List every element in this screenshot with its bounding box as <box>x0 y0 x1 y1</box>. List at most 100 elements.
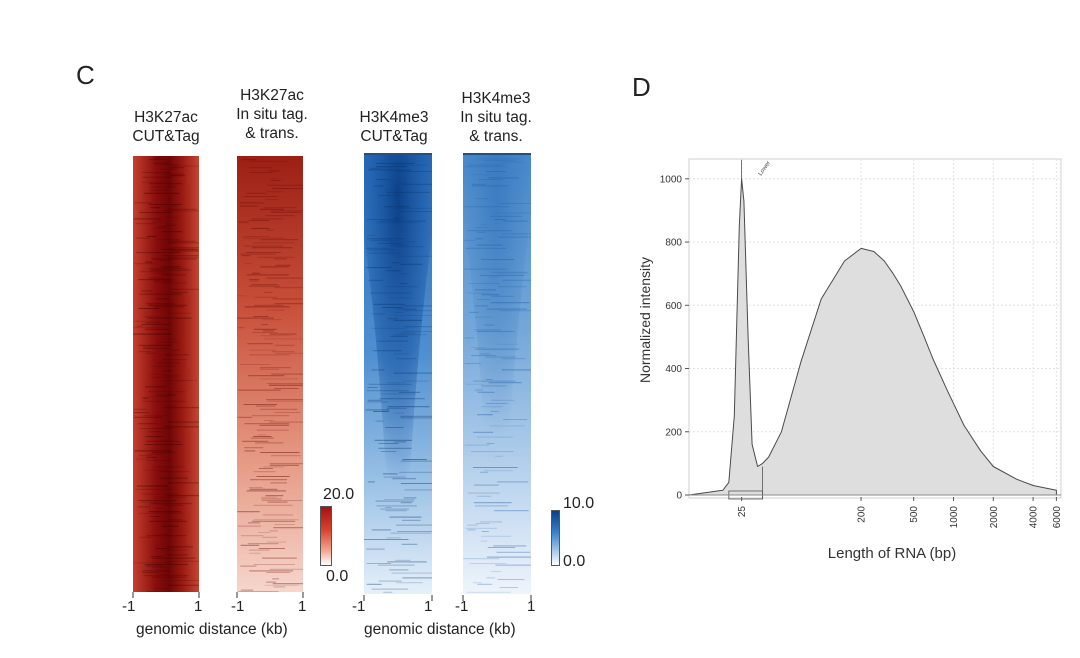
heatmap-streak <box>373 411 389 412</box>
heatmap-streak <box>391 262 400 264</box>
heatmap-streak <box>260 266 289 268</box>
heatmap-streak <box>377 340 409 342</box>
heatmap-streak <box>480 471 489 473</box>
heatmap-streak <box>243 404 277 405</box>
heatmap-streak <box>499 587 519 588</box>
heatmap-streak <box>473 431 493 433</box>
heatmap-streak <box>470 451 514 452</box>
heatmap-streak <box>366 583 382 585</box>
heatmap-streak <box>269 421 303 423</box>
heatmap-streak <box>484 470 513 472</box>
heatmap-streak <box>156 239 181 241</box>
heatmap-streak <box>464 337 475 339</box>
heatmap-streak <box>141 290 153 292</box>
heatmap-streak <box>475 348 519 350</box>
heatmap-streak <box>242 440 269 442</box>
heatmap-streak <box>157 573 170 575</box>
heatmap-streak <box>475 289 496 291</box>
heatmap-2-title-line3: & trans. <box>245 125 299 142</box>
heatmap-2-title-line2: In situ tag. <box>236 106 308 123</box>
heatmap-streak <box>161 525 179 527</box>
heatmap-streak <box>170 288 199 290</box>
heatmap-streak <box>375 222 420 224</box>
heatmap-streak <box>464 444 490 446</box>
heatmap-streak <box>251 284 278 285</box>
heatmap-streak <box>144 564 189 565</box>
heatmap-streak <box>366 219 400 220</box>
heatmap-streak <box>270 455 301 457</box>
heatmap-streak <box>473 502 512 504</box>
heatmap-streak <box>400 502 413 504</box>
heatmap-streak <box>162 359 187 361</box>
heatmap-streak <box>142 469 168 471</box>
heatmap-streak <box>263 338 303 340</box>
heatmap-streak <box>371 313 385 315</box>
heatmap-streak <box>163 426 199 428</box>
heatmap-1-title: H3K27ac CUT&Tag <box>118 108 214 146</box>
heatmap-streak <box>397 255 432 257</box>
heatmap-streak <box>367 169 411 171</box>
heatmap-streak <box>161 375 181 377</box>
heatmap-streak <box>260 208 285 210</box>
heatmap-streak <box>368 383 412 385</box>
y-tick-label: 600 <box>665 301 682 312</box>
heatmap-streak <box>169 519 183 521</box>
heatmap-streak <box>480 275 525 276</box>
heatmap-streak <box>375 420 384 422</box>
heatmap-streak <box>150 503 192 505</box>
heatmap-streak <box>142 570 171 572</box>
heatmap-streak <box>138 512 184 514</box>
heatmap-streak <box>249 279 260 281</box>
heatmap-streak <box>499 310 531 312</box>
heatmap-streak <box>162 231 182 233</box>
heatmap-streak <box>476 331 515 332</box>
colorbar-blue-min: 0.0 <box>563 553 586 570</box>
heatmap-streak <box>146 456 157 458</box>
heatmap-streak <box>496 551 531 553</box>
heatmap-streak <box>394 217 403 219</box>
hm3-xtick-left: -1 <box>352 598 366 615</box>
heatmap-streak <box>133 412 149 413</box>
heatmap-streak <box>162 282 188 284</box>
heatmap-streak <box>248 167 273 169</box>
heatmap-streak <box>266 572 291 573</box>
heatmap-streak <box>255 405 276 407</box>
heatmap-streak <box>256 429 289 431</box>
heatmap-streak <box>376 166 407 168</box>
heatmap-streak <box>371 369 385 371</box>
heatmap-streak <box>144 444 183 445</box>
heatmap-h3k4me3-insitu-image <box>463 155 531 594</box>
heatmap-streak <box>261 496 278 498</box>
x-axis-label: Length of RNA (bp) <box>828 545 956 562</box>
heatmap-streak <box>383 476 407 478</box>
heatmap-streak <box>265 199 279 201</box>
heatmap-streak <box>475 227 489 228</box>
heatmap-streak <box>389 569 409 571</box>
heatmap-streak <box>371 529 391 531</box>
heatmap-streak <box>164 224 176 226</box>
heatmap-streak <box>258 532 271 533</box>
heatmap-streak <box>259 378 299 380</box>
heatmap-streak <box>135 320 160 322</box>
heatmap-streak <box>490 571 502 572</box>
heatmap-1-title-line2: CUT&Tag <box>132 128 200 145</box>
heatmap-streak <box>269 568 303 570</box>
heatmap-streak <box>467 230 513 232</box>
heatmap-streak <box>144 386 167 388</box>
heatmap-streak <box>365 267 392 268</box>
heatmap-streak <box>153 306 185 308</box>
heatmap-streak <box>259 367 291 369</box>
heatmap-streak <box>145 261 153 263</box>
heatmap-streak <box>152 162 169 164</box>
heatmap-streak <box>379 220 427 222</box>
heatmap-streak <box>133 218 162 220</box>
heatmap-streak <box>477 299 491 300</box>
heatmap-streak <box>274 303 303 305</box>
heatmap-streak <box>475 305 489 307</box>
heatmap-streak <box>166 495 199 497</box>
heatmap-streak <box>260 239 299 241</box>
heatmap-streak <box>168 240 196 242</box>
heatmap-streak <box>388 297 413 299</box>
heatmap-streak <box>162 533 170 535</box>
heatmap-streak <box>475 388 483 390</box>
